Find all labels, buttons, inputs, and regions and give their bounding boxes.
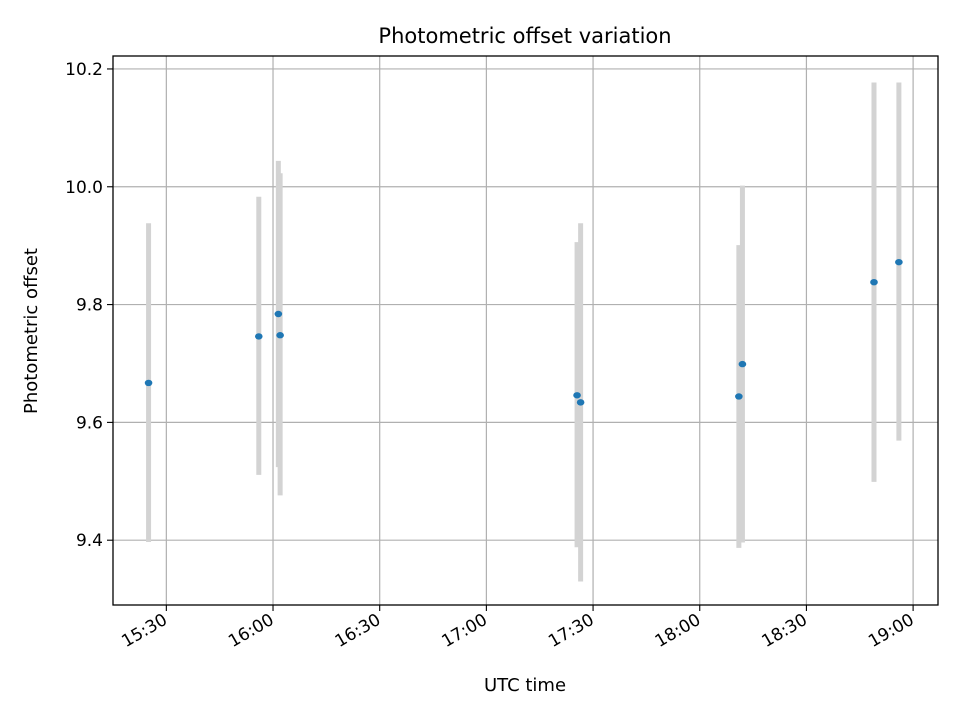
x-tick-label: 15:30 (118, 610, 170, 652)
y-tick-label: 10.0 (65, 178, 103, 198)
chart-title: Photometric offset variation (378, 24, 671, 48)
data-point (895, 258, 903, 266)
data-point (735, 393, 743, 400)
error-bars (146, 82, 902, 582)
y-tick-label: 9.4 (76, 531, 103, 551)
x-tick-label: 17:00 (438, 610, 490, 652)
data-point (870, 278, 878, 286)
data-point (276, 332, 284, 339)
y-tick-label: 10.2 (65, 60, 103, 80)
x-axis-label: UTC time (484, 675, 566, 696)
y-tick-label: 9.8 (76, 296, 103, 316)
data-point (254, 333, 263, 340)
data-point (274, 310, 283, 318)
x-tick-label: 18:30 (758, 610, 810, 652)
y-tick-label: 9.6 (76, 413, 103, 433)
y-axis-ticks: 9.4 9.6 9.8 10.0 10.2 (65, 60, 113, 551)
y-axis-label: Photometric offset (21, 248, 42, 414)
data-point (576, 399, 585, 406)
data-point (144, 379, 153, 387)
grid (113, 56, 938, 605)
data-points (144, 258, 903, 406)
x-tick-label: 18:00 (652, 610, 704, 652)
x-axis-ticks: 15:30 16:00 16:30 17:00 17:30 18:00 18:30 19:00 (118, 605, 918, 652)
data-point (573, 392, 581, 399)
plot-frame (112, 55, 939, 606)
x-tick-label: 16:00 (225, 610, 277, 652)
x-tick-label: 17:30 (545, 610, 597, 652)
x-tick-label: 16:30 (332, 610, 384, 652)
data-point (738, 360, 747, 368)
x-tick-label: 19:00 (865, 610, 917, 652)
